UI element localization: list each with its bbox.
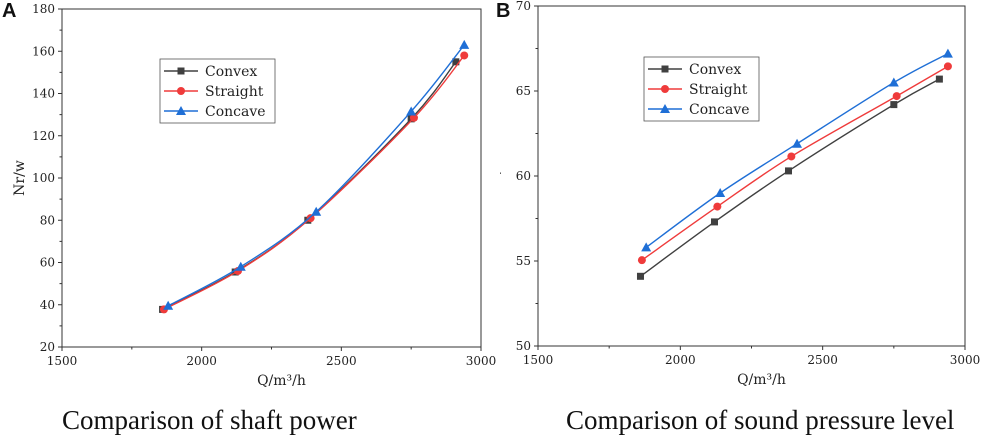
sound-pressure-chart: 1500 2000 2500 3000 50 55 60 65 70 Q/m³/h SPL/dB Co… — [500, 0, 981, 388]
b-y-tick-label: 65 — [516, 84, 531, 98]
a-legend-marker-convex — [177, 67, 185, 75]
a-y-tick-label: 80 — [40, 213, 55, 227]
b-y-tick-label: 55 — [516, 254, 531, 268]
a-y-tick-label: 140 — [32, 87, 55, 101]
a-point-convex — [452, 58, 460, 66]
a-x-tick-label: 1500 — [47, 354, 78, 368]
a-point-straight — [409, 113, 418, 122]
a-point-straight — [306, 214, 315, 223]
a-y-tick-label: 20 — [40, 340, 55, 354]
a-x-axis-label: Q/m³/h — [257, 373, 306, 389]
a-y-axis-label: Nr/w — [12, 160, 28, 196]
b-legend-label-straight: Straight — [689, 82, 748, 98]
b-point-straight — [892, 92, 901, 101]
b-point-concave — [792, 138, 803, 148]
b-x-tick-label: 3000 — [950, 353, 981, 367]
b-point-straight — [637, 256, 646, 265]
a-point-concave — [459, 39, 470, 49]
a-legend-label-convex: Convex — [205, 64, 257, 80]
b-legend-label-concave: Concave — [689, 102, 750, 118]
a-y-tick-label: 160 — [32, 44, 55, 58]
a-point-straight — [460, 51, 469, 60]
b-y-tick-label: 70 — [516, 0, 531, 13]
a-y-tick-label: 180 — [32, 2, 55, 16]
a-legend-label-straight: Straight — [205, 84, 264, 100]
b-point-convex — [636, 272, 644, 280]
b-legend-label-convex: Convex — [689, 62, 741, 78]
b-legend-marker-convex — [661, 65, 669, 73]
b-legend-marker-straight — [661, 85, 669, 93]
a-legend-marker-straight — [177, 87, 185, 95]
a-x-tick-label: 2500 — [326, 354, 357, 368]
b-x-tick-label: 1500 — [523, 353, 554, 367]
b-point-convex — [710, 218, 718, 226]
a-x-tick-label: 2000 — [186, 354, 217, 368]
b-point-concave — [942, 48, 953, 58]
b-x-tick-label: 2500 — [807, 353, 838, 367]
a-legend-marker-concave — [176, 106, 186, 115]
a-y-tick-label: 60 — [40, 256, 55, 270]
panel-label-b: B — [496, 0, 511, 22]
a-y-tick-label: 40 — [40, 298, 55, 312]
b-legend-marker-concave — [660, 104, 670, 113]
caption-shaft-power: Comparison of shaft power — [62, 405, 357, 435]
caption-sound-pressure: Comparison of sound pressure level — [566, 405, 955, 435]
a-y-tick-label: 120 — [32, 129, 55, 143]
b-point-straight — [713, 202, 722, 211]
a-point-concave — [235, 261, 246, 271]
b-point-convex — [890, 101, 898, 109]
b-y-tick-label: 60 — [516, 169, 531, 183]
b-x-axis-label: Q/m³/h — [737, 372, 786, 388]
a-point-concave — [406, 106, 417, 116]
b-point-concave — [641, 242, 652, 252]
b-y-axis-label: SPL/dB — [500, 150, 504, 202]
b-point-concave — [715, 188, 726, 197]
b-point-convex — [785, 167, 793, 175]
b-point-straight — [787, 152, 796, 161]
b-point-convex — [935, 75, 943, 83]
b-y-tick-label: 50 — [516, 339, 531, 353]
a-x-tick-label: 3000 — [466, 354, 497, 368]
a-point-concave — [311, 206, 322, 216]
b-x-tick-label: 2000 — [665, 353, 696, 367]
panel-label-a: A — [2, 0, 17, 22]
b-point-straight — [943, 62, 952, 71]
a-point-concave — [163, 300, 174, 310]
shaft-power-chart: 1500 2000 2500 3000 20 40 60 80 100 120 140 160 180 Q… — [12, 2, 497, 389]
b-point-concave — [888, 77, 899, 87]
a-legend-label-concave: Concave — [205, 104, 266, 120]
a-y-tick-label: 100 — [32, 171, 55, 185]
